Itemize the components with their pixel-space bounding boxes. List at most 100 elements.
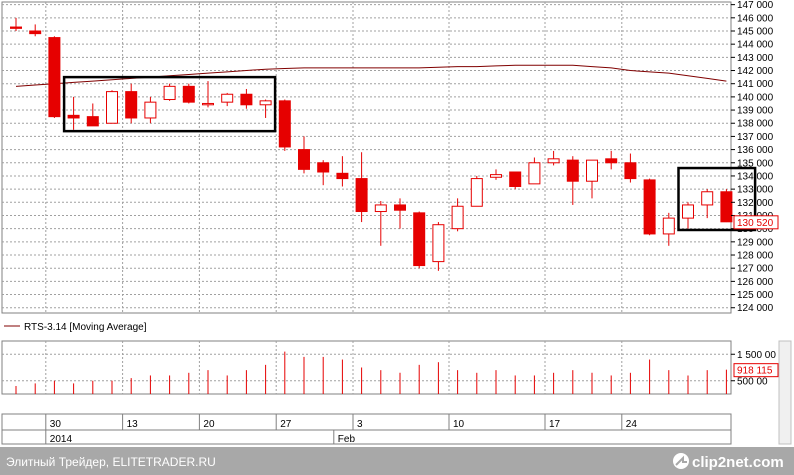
candle: [394, 198, 406, 229]
vertical-scrollbar[interactable]: [778, 340, 792, 445]
price-tick-label: 133 000: [737, 185, 774, 196]
volume-panel-background: [1, 340, 732, 395]
date-month-label: Feb: [338, 434, 356, 445]
price-tick-label: 135 000: [737, 158, 774, 169]
date-day-label: 27: [280, 419, 292, 430]
candle-body-down: [125, 91, 138, 119]
candles-layer: [10, 17, 733, 271]
candle: [490, 169, 502, 180]
price-tick-label: 127 000: [737, 264, 774, 275]
candle-body-down: [298, 149, 310, 170]
price-gridlines: [2, 2, 731, 313]
last-volume-label: 918 115: [737, 366, 773, 377]
date-month-label: 2014: [50, 434, 73, 445]
candle-body-down: [86, 116, 99, 127]
date-day-label: 10: [453, 419, 465, 430]
candle-body-up: [490, 174, 502, 178]
price-tick-label: 143 000: [737, 53, 774, 64]
candle-body-up: [144, 101, 157, 119]
date-day-label: 3: [357, 419, 363, 430]
highlight-box: [677, 166, 757, 232]
price-tick-label: 137 000: [737, 132, 774, 143]
price-tick-label: 140 000: [737, 92, 774, 103]
candle: [202, 81, 214, 108]
candle: [163, 83, 176, 101]
candle-body-down: [29, 30, 42, 35]
candle: [125, 83, 138, 124]
price-tick-label: 128 000: [737, 251, 774, 262]
last-price-label: 130 520: [737, 218, 774, 229]
price-tick-label: 125 000: [737, 290, 774, 301]
candle-body-up: [432, 224, 445, 263]
footer-site-text: Элитный Трейдер, ELITETRADER.RU: [6, 455, 216, 469]
candle: [374, 200, 387, 246]
candle-body-down: [48, 37, 61, 118]
candle: [586, 159, 598, 199]
candle: [259, 99, 272, 118]
price-tick-label: 146 000: [737, 13, 774, 24]
candle-body-up: [528, 162, 541, 185]
highlight-boxes-layer: [62, 75, 757, 232]
candle: [413, 211, 426, 269]
candle-body-down: [720, 191, 733, 223]
date-day-label: 13: [127, 419, 139, 430]
candle-body-up: [451, 205, 464, 230]
candle: [605, 150, 618, 170]
price-panel-background: [1, 1, 732, 314]
candle: [547, 150, 560, 166]
candle: [48, 36, 61, 118]
highlight-box: [62, 75, 277, 133]
volume-tick-label: 500 00: [737, 376, 768, 387]
candle-body-down: [566, 159, 579, 182]
candle-body-up: [586, 159, 598, 182]
candle-body-up: [662, 217, 675, 235]
candle: [10, 17, 22, 31]
clip2net-logo-text: clip2net.com: [692, 454, 784, 471]
candle: [662, 212, 675, 246]
candle: [355, 152, 368, 223]
price-tick-label: 134 000: [737, 171, 774, 182]
candle-body-down: [413, 212, 426, 267]
candle-body-down: [624, 162, 637, 180]
candle-body-up: [163, 85, 176, 101]
candle: [624, 153, 637, 183]
price-axis: 147 000 146 000 145 000 144 000 143 000 142 0…: [731, 0, 779, 314]
candle: [566, 156, 579, 205]
date-axis-background: [1, 413, 732, 445]
clip2net-logo: clip2net.com: [673, 453, 784, 471]
candle-body-up: [701, 191, 714, 206]
volume-tick-label: 1 500 00: [737, 350, 776, 361]
price-tick-label: 138 000: [737, 119, 774, 130]
date-axis: 30 13 20 27 3 10 17 24 2014 Feb: [45, 414, 637, 445]
candle: [29, 24, 42, 37]
candle: [509, 171, 522, 190]
date-day-label: 30: [50, 419, 62, 430]
candle-body-down: [605, 158, 618, 164]
candle-body-down: [10, 26, 22, 29]
candle-body-down: [317, 162, 330, 173]
candle-body-up: [221, 93, 234, 103]
candle-body-up: [374, 204, 387, 213]
candle-body-down: [394, 204, 406, 211]
candle: [643, 178, 656, 236]
footer-bar: [0, 447, 794, 475]
candle-body-down: [509, 171, 522, 187]
candle: [240, 88, 253, 109]
price-tick-label: 124 000: [737, 303, 774, 314]
candle-body-down: [336, 172, 349, 180]
price-tick-label: 141 000: [737, 79, 774, 90]
candle: [720, 189, 733, 223]
volume-gridlines: [2, 341, 731, 394]
price-tick-label: 145 000: [737, 26, 774, 37]
candle-body-up: [106, 91, 118, 124]
candle: [470, 175, 483, 207]
candle: [86, 103, 99, 127]
candle-body-down: [355, 178, 368, 213]
price-tick-label: 136 000: [737, 145, 774, 156]
candle-body-down: [67, 114, 80, 119]
date-day-label: 20: [203, 419, 215, 430]
candle-body-up: [259, 100, 272, 106]
candle-body-up: [547, 158, 560, 164]
candle-body-up: [470, 178, 483, 207]
